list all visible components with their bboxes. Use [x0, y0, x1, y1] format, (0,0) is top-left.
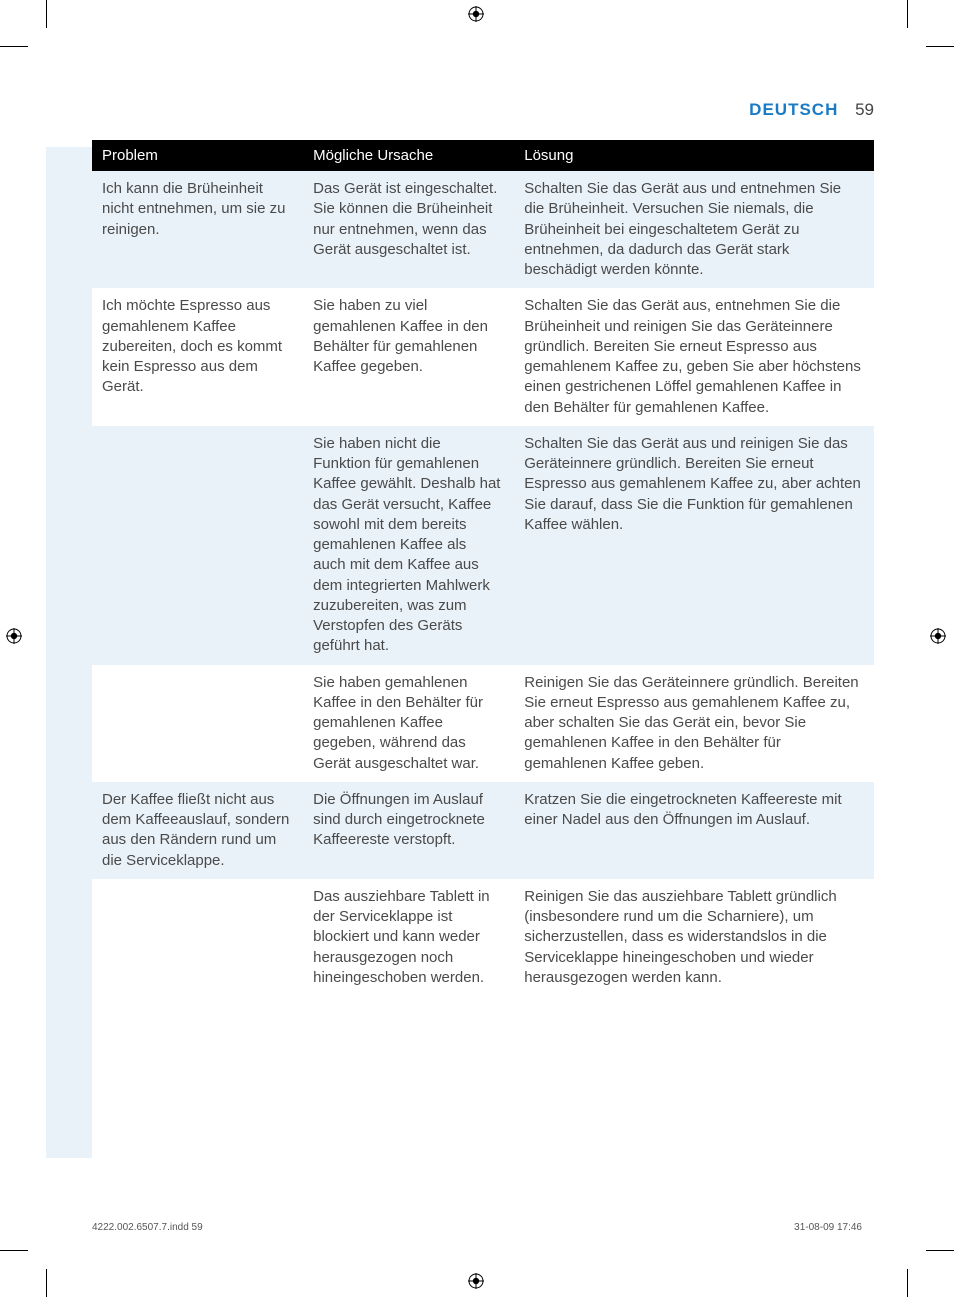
crop-mark-icon [46, 1269, 47, 1297]
table-row: Sie haben gemahlenen Kaffee in den Behäl… [92, 665, 874, 782]
cell-cause: Sie haben zu viel gemahlenen Kaffee in d… [303, 288, 514, 426]
table-row: Ich möchte Espresso aus gemahlenem Kaffe… [92, 288, 874, 426]
page-header: DEUTSCH 59 [46, 46, 908, 140]
cell-solution: Schalten Sie das Gerät aus, entnehmen Si… [514, 288, 874, 426]
cell-solution: Kratzen Sie die eingetrockneten Kaffeere… [514, 782, 874, 879]
cell-problem [92, 426, 303, 665]
registration-mark-icon [6, 628, 24, 646]
cell-cause: Die Öffnungen im Auslauf sind durch eing… [303, 782, 514, 879]
crop-mark-icon [46, 0, 47, 28]
crop-mark-icon [907, 1269, 908, 1297]
col-cause: Mögliche Ursache [303, 140, 514, 171]
registration-mark-icon [468, 1273, 486, 1291]
registration-mark-icon [468, 6, 486, 24]
crop-mark-icon [0, 46, 28, 47]
cell-cause: Sie haben nicht die Funktion für gemahle… [303, 426, 514, 665]
table-row: Das ausziehbare Tablett in der Servicekl… [92, 879, 874, 996]
margin-strip [46, 147, 92, 1158]
cell-cause: Das Gerät ist eingeschaltet. Sie können … [303, 171, 514, 288]
footer-file: 4222.002.6507.7.indd 59 [92, 1222, 203, 1233]
cell-problem [92, 879, 303, 996]
cell-solution: Schalten Sie das Gerät aus und entnehmen… [514, 171, 874, 288]
crop-mark-icon [926, 46, 954, 47]
page-number: 59 [855, 100, 874, 119]
cell-problem [92, 665, 303, 782]
page-footer: 4222.002.6507.7.indd 59 31-08-09 17:46 [92, 1222, 862, 1233]
table-row: Sie haben nicht die Funktion für gemahle… [92, 426, 874, 665]
cell-solution: Reinigen Sie das ausziehbare Tablett grü… [514, 879, 874, 996]
footer-timestamp: 31-08-09 17:46 [794, 1222, 862, 1233]
table-row: Der Kaffee fließt nicht aus dem Kaffeeau… [92, 782, 874, 879]
troubleshooting-table: Problem Mögliche Ursache Lösung Ich kann… [92, 140, 874, 996]
language-label: DEUTSCH [749, 100, 838, 119]
table-header-row: Problem Mögliche Ursache Lösung [92, 140, 874, 171]
cell-problem: Der Kaffee fließt nicht aus dem Kaffeeau… [92, 782, 303, 879]
crop-mark-icon [0, 1250, 28, 1251]
cell-problem: Ich kann die Brüheinheit nicht entnehmen… [92, 171, 303, 288]
col-solution: Lösung [514, 140, 874, 171]
col-problem: Problem [92, 140, 303, 171]
crop-mark-icon [926, 1250, 954, 1251]
page-content: DEUTSCH 59 Problem Mögliche Ursache Lösu… [46, 46, 908, 1251]
table-row: Ich kann die Brüheinheit nicht entnehmen… [92, 171, 874, 288]
cell-solution: Reinigen Sie das Geräteinnere gründlich.… [514, 665, 874, 782]
crop-mark-icon [907, 0, 908, 28]
registration-mark-icon [930, 628, 948, 646]
cell-solution: Schalten Sie das Gerät aus und reinigen … [514, 426, 874, 665]
cell-problem: Ich möchte Espresso aus gemahlenem Kaffe… [92, 288, 303, 426]
cell-cause: Das ausziehbare Tablett in der Servicekl… [303, 879, 514, 996]
cell-cause: Sie haben gemahlenen Kaffee in den Behäl… [303, 665, 514, 782]
